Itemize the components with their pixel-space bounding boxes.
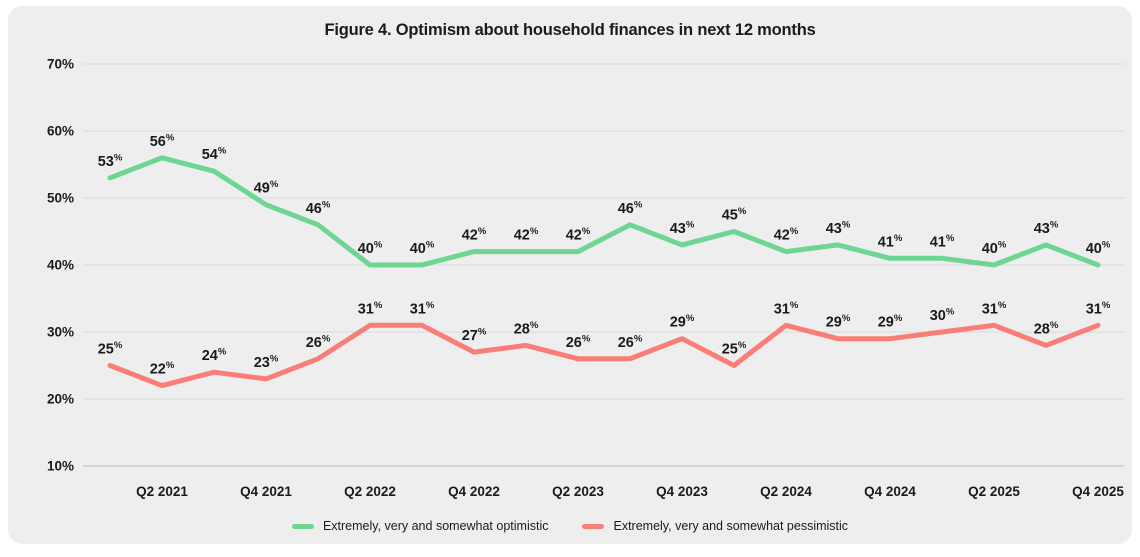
value-label: 29% — [878, 313, 903, 331]
value-label: 40% — [358, 240, 383, 258]
legend-label-optimistic: Extremely, very and somewhat optimistic — [322, 519, 549, 533]
x-tick-label: Q2 2022 — [344, 484, 396, 499]
x-tick-label: Q2 2021 — [136, 484, 188, 499]
value-label: 26% — [306, 333, 331, 351]
line-chart: 70%60%50%40%30%20%10%Q2 2021 Q4 2021 Q2 20… — [47, 57, 1124, 500]
legend-swatch-optimistic-icon — [291, 523, 314, 529]
value-label: 31% — [1086, 300, 1111, 318]
y-tick-label: 60% — [47, 124, 74, 139]
value-label: 56% — [150, 132, 175, 150]
value-label: 23% — [254, 353, 279, 371]
value-label: 43% — [1034, 219, 1059, 237]
y-tick-label: 50% — [47, 191, 74, 206]
x-tick-label: Q4 2025 — [1072, 484, 1124, 499]
value-label: 43% — [670, 219, 695, 237]
x-tick-label: Q2 2024 — [760, 484, 812, 499]
series-line-pessimistic — [107, 322, 1101, 389]
y-tick-label: 40% — [47, 258, 74, 273]
value-label: 40% — [410, 240, 435, 258]
value-labels-optimistic: 53% 56% 54% 49% 46% 40% 40% 42% 42% 42% 46% 43% 45% 4… — [98, 132, 1111, 257]
value-label: 46% — [618, 199, 643, 217]
value-label: 30% — [930, 307, 955, 325]
value-label: 31% — [358, 300, 383, 318]
y-tick-label: 20% — [47, 392, 74, 407]
x-tick-label: Q4 2022 — [448, 484, 500, 499]
value-label: 25% — [98, 340, 123, 358]
value-label: 42% — [566, 226, 591, 244]
value-label: 54% — [202, 146, 227, 164]
gridlines — [83, 63, 1124, 467]
value-label: 53% — [98, 152, 123, 170]
y-tick-label: 70% — [47, 57, 74, 72]
y-axis-tick-labels: 70% 60% 50% 40% 30% 20% 10% — [47, 57, 74, 474]
value-label: 31% — [774, 300, 799, 318]
legend-swatch-pessimistic-icon — [582, 523, 605, 529]
value-label: 27% — [462, 327, 487, 345]
chart-title: Figure 4. Optimism about household finan… — [324, 21, 816, 39]
x-tick-label: Q2 2023 — [552, 484, 604, 499]
x-tick-label: Q2 2025 — [968, 484, 1020, 499]
value-label: 40% — [982, 240, 1007, 258]
value-label: 45% — [722, 206, 747, 224]
value-label: 31% — [982, 300, 1007, 318]
value-label: 26% — [618, 333, 643, 351]
x-tick-label: Q4 2023 — [656, 484, 708, 499]
value-labels-pessimistic: 25% 22% 24% 23% 26% 31% 31% 27% 28% 26% 26% 29% 25% 3… — [98, 300, 1111, 378]
value-label: 24% — [202, 347, 227, 365]
value-label: 29% — [670, 313, 695, 331]
value-label: 41% — [878, 233, 903, 251]
chart-legend: Extremely, very and somewhat optimistic … — [8, 519, 1132, 533]
value-label: 43% — [826, 219, 851, 237]
x-axis-tick-labels: Q2 2021 Q4 2021 Q2 2022 Q4 2022 Q2 2023 Q4 20… — [136, 484, 1124, 499]
value-label: 29% — [826, 313, 851, 331]
value-label: 42% — [774, 226, 799, 244]
value-label: 49% — [254, 179, 279, 197]
series-line-optimistic — [107, 155, 1101, 268]
y-tick-label: 30% — [47, 325, 74, 340]
legend-item-pessimistic: Extremely, very and somewhat pessimistic — [582, 519, 848, 533]
legend-label-pessimistic: Extremely, very and somewhat pessimistic — [613, 519, 849, 533]
legend-item-optimistic: Extremely, very and somewhat optimistic — [291, 519, 549, 533]
value-label: 41% — [930, 233, 955, 251]
value-label: 26% — [566, 333, 591, 351]
chart-card: Figure 4. Optimism about household finan… — [8, 6, 1132, 544]
x-tick-label: Q4 2024 — [864, 484, 916, 499]
value-label: 46% — [306, 199, 331, 217]
y-tick-label: 10% — [47, 459, 74, 474]
value-label: 42% — [462, 226, 487, 244]
value-label: 40% — [1086, 240, 1111, 258]
value-label: 28% — [514, 320, 539, 338]
value-label: 25% — [722, 340, 747, 358]
value-label: 28% — [1034, 320, 1059, 338]
x-tick-label: Q4 2021 — [240, 484, 292, 499]
value-label: 42% — [514, 226, 539, 244]
value-label: 22% — [150, 360, 175, 378]
value-label: 31% — [410, 300, 435, 318]
